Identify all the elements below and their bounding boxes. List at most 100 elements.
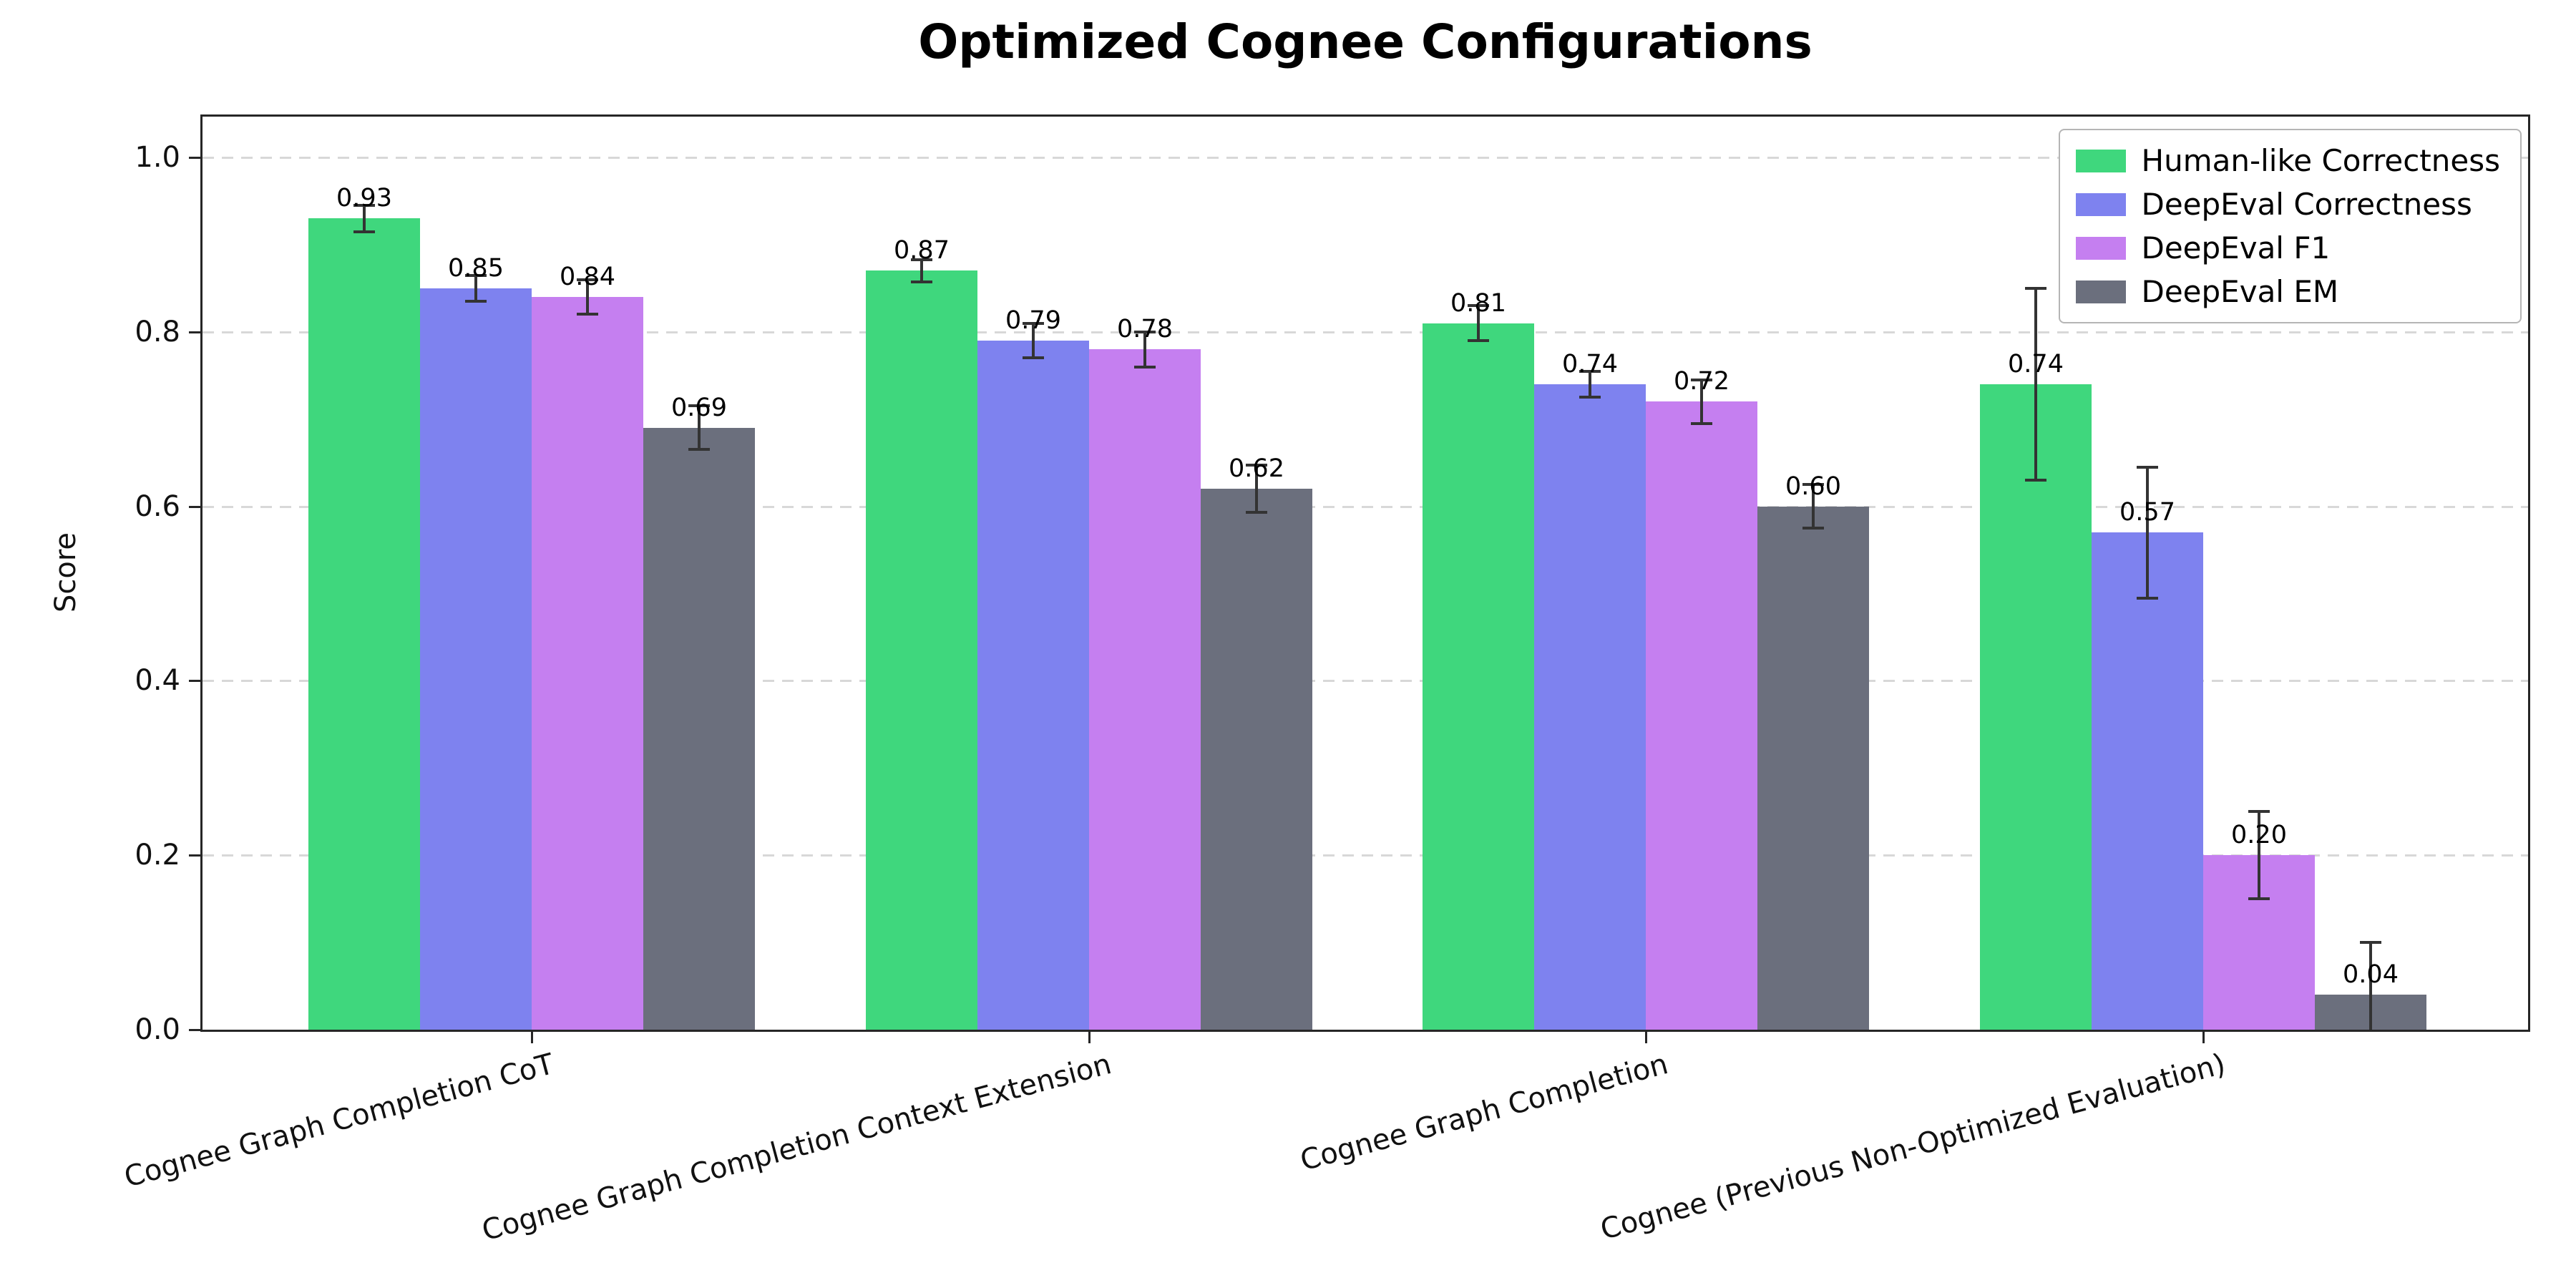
error-bar-cap bbox=[465, 274, 487, 277]
error-bar-line bbox=[2146, 467, 2149, 598]
y-tick-label: 0.6 bbox=[135, 490, 180, 523]
x-tick-label: Cognee Graph Completion CoT bbox=[120, 1048, 557, 1194]
error-bar-cap bbox=[1246, 511, 1267, 514]
y-tick bbox=[189, 680, 200, 682]
bar bbox=[866, 270, 977, 1030]
gridline bbox=[203, 331, 2528, 333]
error-bar-line bbox=[698, 406, 701, 449]
error-bar-line bbox=[363, 205, 366, 232]
bar bbox=[1423, 323, 1534, 1030]
error-bar-cap bbox=[2025, 287, 2046, 290]
x-tick bbox=[531, 1032, 533, 1043]
error-bar-cap bbox=[1802, 527, 1824, 530]
y-tick-label: 0.4 bbox=[135, 664, 180, 697]
legend-item: DeepEval F1 bbox=[2075, 230, 2501, 265]
error-bar-line bbox=[2369, 942, 2372, 1030]
bar-value-label: 0.20 bbox=[2231, 821, 2287, 849]
bar bbox=[2092, 532, 2203, 1030]
error-bar-cap bbox=[688, 404, 710, 407]
bar bbox=[1089, 349, 1201, 1030]
x-tick-label: Cognee Graph Completion bbox=[1297, 1048, 1672, 1178]
y-tick bbox=[189, 157, 200, 159]
bar-value-label: 0.69 bbox=[671, 394, 727, 422]
bar bbox=[977, 341, 1089, 1030]
gridline bbox=[203, 680, 2528, 683]
error-bar-line bbox=[474, 275, 477, 302]
x-tick bbox=[1088, 1032, 1091, 1043]
bar-value-label: 0.60 bbox=[1785, 472, 1841, 501]
legend-item: DeepEval EM bbox=[2075, 274, 2501, 309]
bar-value-label: 0.74 bbox=[2008, 350, 2064, 379]
error-bar-cap bbox=[688, 448, 710, 451]
bar bbox=[1534, 384, 1646, 1030]
y-tick-label: 0.2 bbox=[135, 839, 180, 872]
legend-item: Human-like Correctness bbox=[2075, 143, 2500, 178]
y-tick bbox=[189, 331, 200, 333]
error-bar-line bbox=[586, 280, 589, 315]
bar-value-label: 0.57 bbox=[2119, 498, 2175, 527]
bar-value-label: 0.74 bbox=[1562, 350, 1618, 379]
legend-label: DeepEval EM bbox=[2141, 274, 2339, 309]
error-bar-line bbox=[1143, 332, 1146, 367]
error-bar-cap bbox=[1579, 370, 1601, 373]
legend-swatch bbox=[2075, 192, 2126, 216]
bar-value-label: 0.78 bbox=[1117, 315, 1173, 343]
gridline bbox=[203, 854, 2528, 857]
bar bbox=[643, 428, 755, 1030]
bar bbox=[532, 297, 643, 1030]
error-bar-line bbox=[1477, 306, 1480, 341]
error-bar-cap bbox=[1579, 396, 1601, 399]
x-tick-label: Cognee (Previous Non-Optimized Evaluatio… bbox=[1596, 1048, 2229, 1246]
error-bar-cap bbox=[353, 204, 375, 207]
error-bar-cap bbox=[577, 278, 598, 281]
legend-item: DeepEval Correctness bbox=[2075, 187, 2501, 222]
bar bbox=[1757, 507, 1869, 1030]
gridline bbox=[203, 157, 2528, 159]
bar-value-label: 0.04 bbox=[2343, 960, 2399, 989]
bar bbox=[420, 288, 532, 1030]
error-bar-cap bbox=[465, 300, 487, 303]
error-bar-cap bbox=[1023, 322, 1044, 325]
error-bar-cap bbox=[2025, 479, 2046, 482]
legend: Human-like Correctness DeepEval Correctne… bbox=[2058, 129, 2522, 323]
legend-swatch bbox=[2075, 280, 2126, 303]
error-bar-cap bbox=[353, 230, 375, 233]
bar bbox=[1201, 489, 1312, 1030]
error-bar-line bbox=[2258, 811, 2260, 899]
error-bar-cap bbox=[1023, 356, 1044, 359]
y-tick bbox=[189, 854, 200, 857]
error-bar-cap bbox=[1802, 483, 1824, 486]
error-bar-cap bbox=[577, 313, 598, 316]
error-bar-cap bbox=[2248, 810, 2270, 813]
chart-title: Optimized Cognee Configurations bbox=[918, 14, 1813, 69]
y-tick-label: 0.8 bbox=[135, 316, 180, 348]
bar bbox=[1646, 401, 1757, 1030]
y-tick-label: 1.0 bbox=[135, 141, 180, 174]
bar-value-label: 0.93 bbox=[336, 184, 392, 213]
y-tick-label: 0.0 bbox=[135, 1013, 180, 1046]
y-tick bbox=[189, 1029, 200, 1031]
error-bar-cap bbox=[1134, 331, 1156, 333]
bar-value-label: 0.72 bbox=[1674, 367, 1729, 396]
bar-value-label: 0.85 bbox=[448, 254, 504, 283]
bar bbox=[308, 218, 420, 1030]
error-bar-cap bbox=[1691, 422, 1712, 425]
error-bar-cap bbox=[1468, 339, 1489, 342]
error-bar-line bbox=[920, 260, 923, 283]
error-bar-line bbox=[1812, 484, 1815, 528]
bar-value-label: 0.81 bbox=[1450, 289, 1506, 318]
error-bar-line bbox=[2034, 288, 2037, 480]
error-bar-cap bbox=[2137, 597, 2158, 600]
error-bar-cap bbox=[1691, 379, 1712, 381]
x-tick bbox=[2202, 1032, 2205, 1043]
bar-value-label: 0.79 bbox=[1005, 306, 1061, 335]
bar-value-label: 0.62 bbox=[1229, 454, 1284, 483]
error-bar-cap bbox=[1246, 464, 1267, 467]
bar bbox=[1980, 384, 2092, 1030]
error-bar-line bbox=[1700, 380, 1703, 424]
error-bar-cap bbox=[911, 280, 932, 283]
error-bar-cap bbox=[2360, 941, 2381, 944]
error-bar-line bbox=[1255, 465, 1258, 512]
legend-swatch bbox=[2075, 236, 2126, 260]
